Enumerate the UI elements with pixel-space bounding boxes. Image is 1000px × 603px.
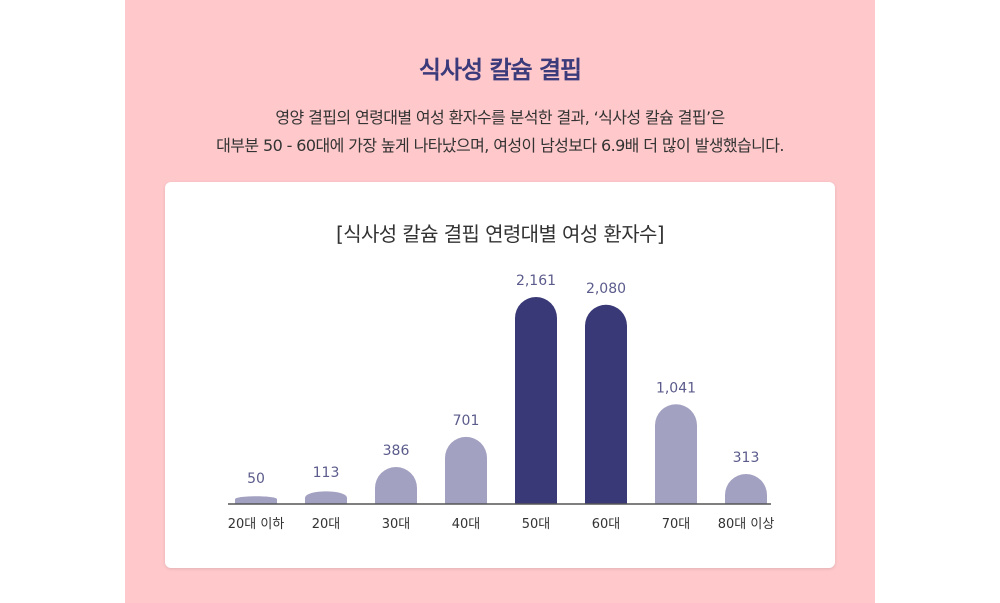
category-label: 20대 이하 <box>228 517 285 532</box>
chart-title: [식사성 칼슘 결핍 연령대별 여성 환자수] <box>336 222 665 246</box>
value-label: 313 <box>733 450 760 466</box>
value-label: 701 <box>453 413 480 429</box>
description: 영양 결핍의 연령대별 여성 환자수를 분석한 결과, ‘식사성 칼슘 결핍’은… <box>125 104 875 160</box>
value-label: 113 <box>313 465 340 481</box>
bar-70대 <box>655 404 697 504</box>
category-label: 70대 <box>662 517 691 532</box>
category-label: 30대 <box>382 517 411 532</box>
page-title: 식사성 칼슘 결핍 <box>418 56 582 84</box>
value-label: 1,041 <box>656 380 696 396</box>
category-label: 50대 <box>522 517 551 532</box>
description-line-1: 영양 결핍의 연령대별 여성 환자수를 분석한 결과, ‘식사성 칼슘 결핍’은 <box>275 108 725 127</box>
category-label: 40대 <box>452 517 481 532</box>
bar-20대-이하 <box>235 496 277 504</box>
chart-card: [식사성 칼슘 결핍 연령대별 여성 환자수] 50 20대 이하 113 20대 38… <box>165 182 835 568</box>
bar-20대 <box>305 491 347 504</box>
description-line-2: 대부분 50 - 60대에 가장 높게 나타났으며, 여성이 남성보다 6.9배… <box>216 136 784 155</box>
bar-40대 <box>445 436 487 504</box>
value-label: 50 <box>247 471 265 487</box>
bar-80대-이상 <box>725 474 767 504</box>
bar-60대 <box>585 304 627 504</box>
value-label: 2,161 <box>516 273 556 289</box>
bar-50대 <box>515 297 557 504</box>
category-label: 20대 <box>312 517 341 532</box>
value-label: 2,080 <box>586 281 626 297</box>
bar-30대 <box>375 467 417 504</box>
value-label: 386 <box>383 443 410 459</box>
bar-chart: 50 20대 이하 113 20대 386 30대 701 40대 2,161 50대 2,080 6… <box>228 273 775 532</box>
category-label: 60대 <box>592 517 621 532</box>
category-label: 80대 이상 <box>718 517 775 532</box>
